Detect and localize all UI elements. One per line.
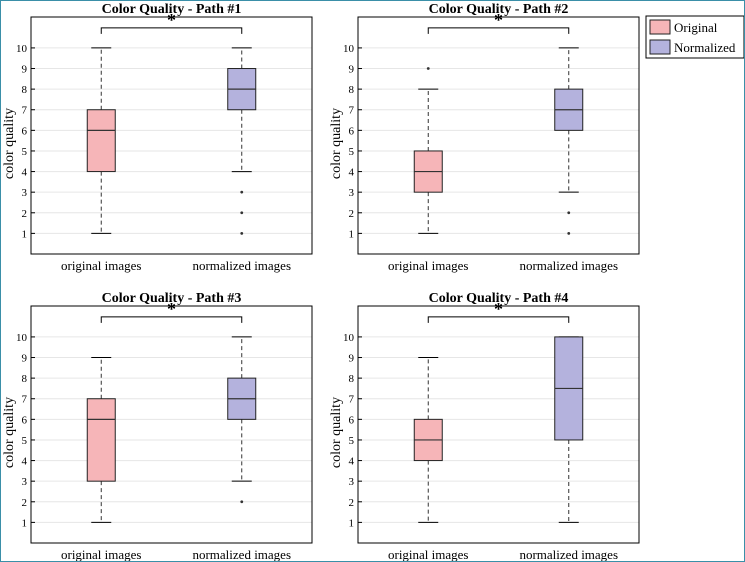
chart-panel-2: * 1 2 3 4 5 6 7 8 9 10 original images normalized im… [329, 2, 640, 273]
y-tick-label: 9 [22, 353, 28, 365]
box-original [86, 47, 116, 234]
y-axis-label: color quality [329, 397, 344, 468]
y-tick-label: 7 [349, 105, 355, 117]
significance-bracket [427, 316, 570, 323]
outlier-point [240, 231, 244, 235]
panel-title: Color Quality - Path #3 [102, 291, 242, 306]
y-tick-label: 10 [16, 332, 28, 344]
y-tick-label: 4 [22, 167, 28, 179]
outlier-point [240, 500, 244, 504]
y-tick-label: 7 [22, 394, 28, 406]
outlier-point [240, 211, 244, 215]
chart-panel-3: * 1 2 3 4 5 6 7 8 9 10 original images normalized im… [2, 291, 313, 561]
y-tick-label: 9 [349, 353, 355, 365]
iqr-box [86, 109, 116, 173]
significance-star: * [167, 10, 176, 30]
y-tick-label: 8 [22, 84, 28, 96]
y-tick-label: 6 [22, 125, 28, 137]
significance-bracket [427, 27, 570, 34]
iqr-box [86, 398, 116, 482]
y-tick-label: 6 [349, 414, 355, 426]
y-tick-label: 2 [349, 208, 355, 220]
legend-label: Original [674, 20, 718, 35]
y-tick-label: 2 [22, 497, 28, 509]
outlier-point [426, 67, 430, 70]
y-tick-label: 9 [22, 64, 28, 76]
y-tick-label: 7 [22, 105, 28, 117]
y-tick-label: 5 [349, 435, 355, 447]
y-tick-label: 4 [349, 167, 355, 179]
box-normalized [227, 47, 257, 235]
box-original [413, 357, 443, 523]
legend: Original Normalized [645, 15, 744, 59]
outlier-point [567, 231, 571, 235]
significance-star: * [167, 299, 176, 319]
box-normalized [227, 336, 257, 504]
y-tick-label: 3 [22, 187, 28, 199]
x-category-label: normalized images [519, 258, 618, 273]
y-tick-label: 2 [349, 497, 355, 509]
plot-frame [30, 305, 313, 544]
plot-frame [357, 305, 640, 544]
y-tick-label: 5 [349, 146, 355, 158]
significance-star: * [494, 10, 503, 30]
x-category-label: normalized images [519, 547, 618, 561]
panel-title: Color Quality - Path #2 [429, 2, 569, 17]
x-category-label: original images [61, 547, 142, 561]
legend-swatch-original [649, 19, 671, 35]
x-category-label: normalized images [192, 547, 291, 561]
y-tick-label: 3 [349, 476, 355, 488]
y-axis-label: color quality [329, 108, 344, 179]
y-tick-label: 6 [349, 125, 355, 137]
y-tick-label: 8 [349, 373, 355, 385]
panel-title: Color Quality - Path #1 [102, 2, 242, 17]
outlier-point [240, 190, 244, 194]
y-tick-label: 7 [349, 394, 355, 406]
y-tick-label: 6 [22, 414, 28, 426]
y-tick-label: 1 [22, 517, 28, 529]
y-tick-label: 3 [22, 476, 28, 488]
y-tick-label: 10 [16, 43, 28, 55]
plot-frame [357, 16, 640, 255]
panel-title: Color Quality - Path #4 [429, 291, 569, 306]
y-tick-label: 10 [343, 43, 355, 55]
significance-star: * [494, 299, 503, 319]
box-normalized [554, 336, 584, 523]
y-tick-label: 5 [22, 146, 28, 158]
y-tick-label: 9 [349, 64, 355, 76]
y-tick-label: 1 [22, 228, 28, 240]
y-tick-label: 8 [349, 84, 355, 96]
x-category-label: original images [61, 258, 142, 273]
x-category-label: normalized images [192, 258, 291, 273]
y-tick-label: 5 [22, 435, 28, 447]
x-category-label: original images [388, 547, 469, 561]
y-axis-label: color quality [2, 397, 17, 468]
significance-bracket [100, 316, 243, 323]
legend-swatch-normalized [649, 39, 671, 55]
y-tick-label: 4 [22, 456, 28, 468]
y-tick-label: 8 [22, 373, 28, 385]
significance-bracket [100, 27, 243, 34]
y-tick-label: 3 [349, 187, 355, 199]
chart-panel-1: * 1 2 3 4 5 6 7 8 9 10 original images normalized im… [2, 2, 313, 273]
outlier-point [567, 211, 571, 215]
legend-label: Normalized [674, 40, 736, 55]
box-normalized [554, 47, 584, 235]
box-original [413, 67, 443, 234]
y-axis-label: color quality [2, 108, 17, 179]
y-tick-label: 4 [349, 456, 355, 468]
y-tick-label: 2 [22, 208, 28, 220]
y-tick-label: 1 [349, 517, 355, 529]
box-original [86, 357, 116, 523]
y-tick-label: 1 [349, 228, 355, 240]
x-category-label: original images [388, 258, 469, 273]
plot-frame [30, 16, 313, 255]
chart-panel-4: * 1 2 3 4 5 6 7 8 9 10 original images normalized im… [329, 291, 640, 561]
y-tick-label: 10 [343, 332, 355, 344]
